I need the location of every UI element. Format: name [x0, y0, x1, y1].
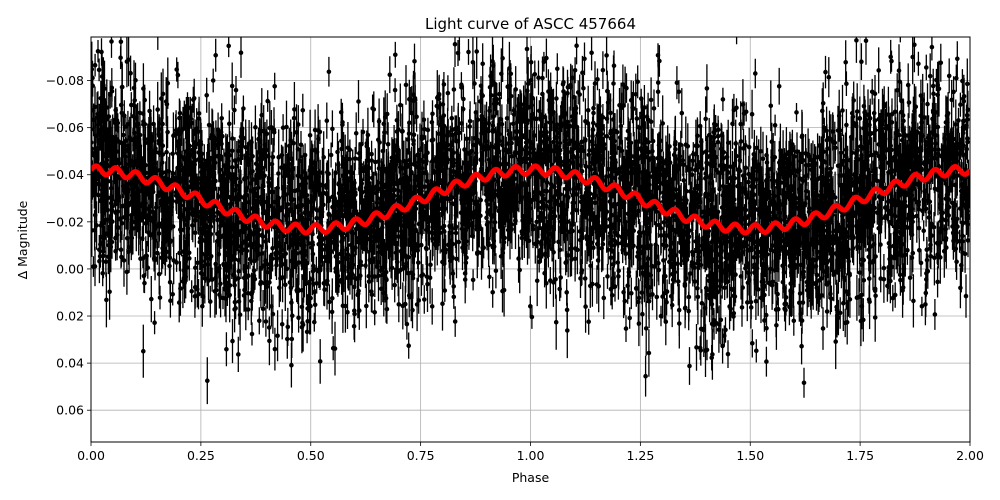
chart-title: Light curve of ASCC 457664 [425, 15, 636, 33]
y-tick-label: 0.00 [56, 261, 84, 276]
x-tick-label: 0.75 [407, 448, 435, 463]
x-tick-label: 1.50 [736, 448, 764, 463]
y-tick-label: −0.06 [46, 120, 84, 135]
x-tick-label: 0.00 [77, 448, 105, 463]
x-tick-label: 0.25 [187, 448, 215, 463]
y-tick-label: −0.02 [46, 214, 84, 229]
x-tick-label: 2.00 [956, 448, 984, 463]
x-tick-label: 1.25 [626, 448, 654, 463]
x-tick-label: 1.00 [517, 448, 545, 463]
y-axis-ticks: −0.08 −0.06 −0.04 −0.02 0.00 0.02 0.04 0.06 [46, 73, 91, 418]
plot-area: 0.00 0.25 0.50 0.75 1.00 1.25 1.50 1.75 2.00 −0.… [46, 36, 984, 463]
y-tick-label: −0.04 [46, 167, 84, 182]
y-tick-label: −0.08 [46, 73, 84, 88]
data-markers [91, 37, 970, 386]
x-tick-label: 0.50 [297, 448, 325, 463]
x-axis-ticks: 0.00 0.25 0.50 0.75 1.00 1.25 1.50 1.75 2.00 [77, 442, 984, 463]
y-tick-label: 0.06 [56, 403, 84, 418]
y-tick-label: 0.04 [56, 356, 84, 371]
x-axis-label: Phase [512, 470, 550, 485]
y-tick-label: 0.02 [56, 309, 84, 324]
y-axis-label: Δ Magnitude [15, 200, 30, 279]
observation-points [91, 37, 970, 405]
model-fit-curve [91, 163, 970, 236]
x-tick-label: 1.75 [846, 448, 874, 463]
